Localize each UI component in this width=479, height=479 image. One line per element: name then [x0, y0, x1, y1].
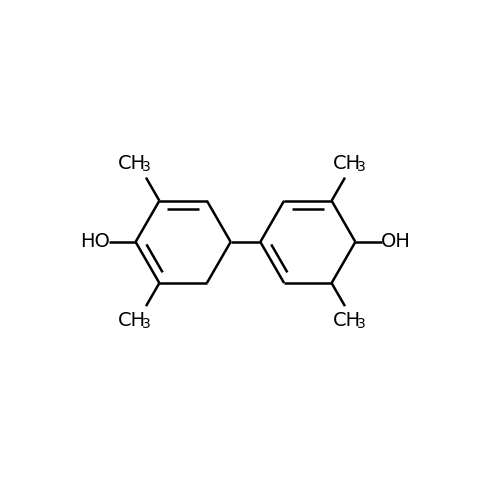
Text: 3: 3	[357, 317, 365, 331]
Text: OH: OH	[380, 232, 411, 251]
Text: CH: CH	[333, 154, 361, 173]
Text: CH: CH	[333, 311, 361, 330]
Text: CH: CH	[118, 311, 146, 330]
Text: CH: CH	[118, 154, 146, 173]
Text: 3: 3	[142, 160, 150, 174]
Text: HO: HO	[80, 232, 111, 251]
Text: 3: 3	[142, 317, 150, 331]
Text: 3: 3	[357, 160, 365, 174]
